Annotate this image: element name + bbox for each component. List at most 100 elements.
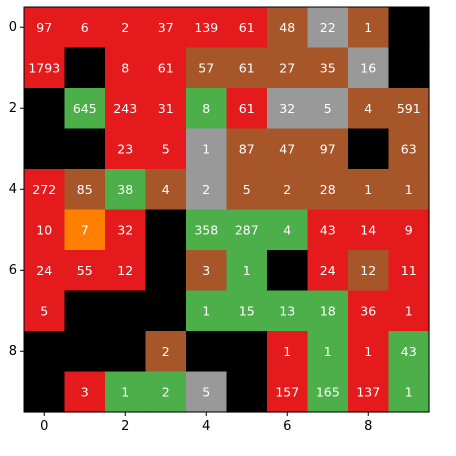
heatmap-cell [388, 250, 430, 292]
cell-value-label: 1793 [28, 60, 60, 75]
heatmap-cell [24, 331, 66, 373]
heatmap-cell [307, 47, 349, 89]
y-axis: 0 2 4 6 8 [9, 20, 24, 359]
cell-value-label: 243 [113, 101, 137, 116]
heatmap-cell [105, 209, 147, 251]
heatmap-cell [145, 331, 187, 373]
heatmap-cell [267, 290, 309, 332]
heatmap-cell [348, 209, 390, 251]
heatmap-cell [105, 290, 147, 332]
cell-value-label: 4 [283, 222, 291, 237]
cell-value-label: 165 [316, 384, 340, 399]
cell-value-label: 8 [121, 60, 129, 75]
heatmap-cell [307, 7, 349, 49]
cell-value-label: 1 [405, 384, 413, 399]
cell-value-label: 11 [401, 263, 417, 278]
heatmap-cell [226, 290, 268, 332]
heatmap-cell [226, 88, 268, 130]
cell-value-label: 18 [320, 303, 336, 318]
heatmap-cell [307, 371, 349, 413]
cell-value-label: 2 [121, 20, 129, 35]
heatmap-cell [226, 128, 268, 170]
heatmap-cell [24, 88, 66, 130]
y-tick-label: 4 [9, 182, 17, 197]
cell-value-label: 1 [364, 20, 372, 35]
cell-value-label: 61 [158, 60, 174, 75]
cell-value-label: 2 [162, 384, 170, 399]
heatmap-cell [226, 209, 268, 251]
cell-value-label: 1 [324, 344, 332, 359]
heatmap-cell [24, 47, 66, 89]
heatmap-cell [348, 169, 390, 211]
cell-value-label: 157 [275, 384, 299, 399]
cell-value-label: 15 [239, 303, 255, 318]
heatmap-cell [145, 128, 187, 170]
heatmap-cell [226, 47, 268, 89]
heatmap-cell [64, 47, 106, 89]
cell-value-label: 1 [364, 182, 372, 197]
cell-value-label: 13 [279, 303, 295, 318]
cell-value-label: 591 [397, 101, 421, 116]
heatmap-cell [388, 128, 430, 170]
cell-value-label: 12 [360, 263, 376, 278]
x-tick-label: 4 [202, 419, 210, 434]
heatmap-cell [267, 128, 309, 170]
heatmap-cell [388, 371, 430, 413]
cell-value-label: 87 [239, 141, 255, 156]
heatmap-cell [145, 371, 187, 413]
heatmap-cell [226, 7, 268, 49]
heatmap-cell [348, 88, 390, 130]
heatmap-cell [145, 250, 187, 292]
cell-value-label: 5 [40, 303, 48, 318]
heatmap-cell [307, 290, 349, 332]
heatmap-cell [348, 290, 390, 332]
heatmap-cell [267, 88, 309, 130]
heatmap-cell [64, 209, 106, 251]
heatmap-cell [186, 7, 228, 49]
cell-value-label: 272 [32, 182, 56, 197]
heatmap-cell [145, 88, 187, 130]
cell-value-label: 24 [320, 263, 336, 278]
heatmap-cell [105, 47, 147, 89]
cell-value-label: 5 [243, 182, 251, 197]
cell-value-label: 1 [283, 344, 291, 359]
cell-value-label: 9 [405, 222, 413, 237]
heatmap-cell [24, 250, 66, 292]
heatmap-cell [307, 209, 349, 251]
heatmap-cell [307, 331, 349, 373]
cell-value-label: 5 [202, 384, 210, 399]
heatmap-cell [186, 250, 228, 292]
cell-value-label: 35 [320, 60, 336, 75]
heatmap-cell [186, 88, 228, 130]
heatmap-cell [186, 371, 228, 413]
y-tick-label: 6 [9, 263, 17, 278]
cell-value-label: 16 [360, 60, 376, 75]
heatmap-cell [145, 47, 187, 89]
heatmap-cell [388, 169, 430, 211]
cell-value-label: 27 [279, 60, 295, 75]
x-axis: 0 2 4 6 8 [40, 412, 372, 434]
heatmap-cell [105, 7, 147, 49]
heatmap-cell [64, 250, 106, 292]
heatmap-cell [24, 290, 66, 332]
cell-value-label: 22 [320, 20, 336, 35]
heatmap-cell [348, 128, 390, 170]
cell-value-label: 61 [239, 20, 255, 35]
heatmap-cells [24, 7, 430, 413]
cell-value-label: 48 [279, 20, 295, 35]
heatmap-cell [388, 290, 430, 332]
heatmap-cell [145, 290, 187, 332]
heatmap-cell [307, 169, 349, 211]
heatmap-cell [64, 88, 106, 130]
cell-value-label: 55 [77, 263, 93, 278]
heatmap-cell [24, 371, 66, 413]
heatmap-cell [307, 88, 349, 130]
heatmap-cell [388, 331, 430, 373]
heatmap-cell [267, 250, 309, 292]
cell-value-label: 10 [36, 222, 52, 237]
cell-value-label: 4 [162, 182, 170, 197]
cell-value-label: 57 [198, 60, 214, 75]
heatmap-cell [388, 47, 430, 89]
heatmap-cell [145, 169, 187, 211]
